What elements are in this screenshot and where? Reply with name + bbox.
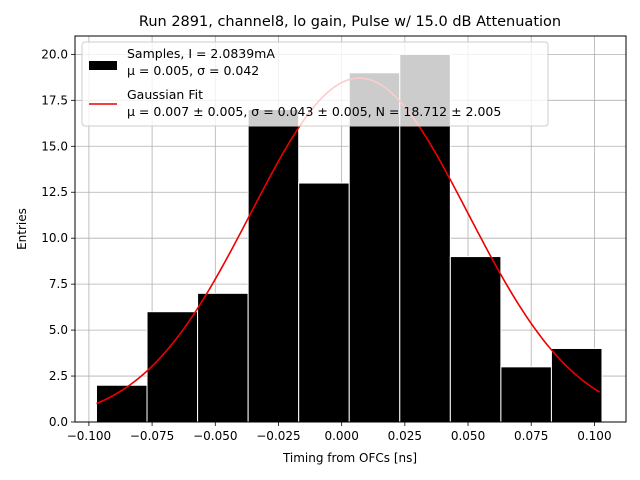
- legend-samples-line2: μ = 0.005, σ = 0.042: [127, 63, 259, 78]
- legend-samples-line1: Samples, I = 2.0839mA: [127, 46, 275, 61]
- y-tick-label: 17.5: [41, 93, 68, 107]
- y-tick-label: 15.0: [41, 139, 68, 153]
- x-tick-label: −0.075: [130, 429, 174, 443]
- y-tick-label: 2.5: [49, 369, 68, 383]
- y-tick-label: 5.0: [49, 323, 68, 337]
- x-tick-label: −0.050: [193, 429, 237, 443]
- histogram-bar: [298, 182, 350, 423]
- y-tick-label: 0.0: [49, 415, 68, 429]
- legend-fit-line1: Gaussian Fit: [127, 87, 203, 102]
- x-tick-label: −0.025: [256, 429, 300, 443]
- chart-title: Run 2891, channel8, lo gain, Pulse w/ 15…: [139, 14, 561, 30]
- y-axis-label: Entries: [15, 208, 29, 250]
- x-axis-label: Timing from OFCs [ns]: [282, 451, 417, 465]
- y-tick-label: 10.0: [41, 231, 68, 245]
- y-axis-ticks: 0.0 2.5 5.0 7.5 10.0 12.5 15.0 17.5 20.0: [41, 47, 75, 429]
- x-tick-label: 0.075: [514, 429, 548, 443]
- plot-frame: [74, 35, 627, 423]
- x-tick-label: 0.025: [388, 429, 422, 443]
- y-tick-label: 20.0: [41, 47, 68, 61]
- histogram-bar: [247, 109, 300, 423]
- histogram-bars: [95, 53, 603, 423]
- x-tick-label: 0.000: [324, 429, 358, 443]
- x-tick-label: −0.100: [67, 429, 111, 443]
- histogram-bar: [197, 292, 249, 423]
- x-tick-label: 0.050: [451, 429, 485, 443]
- legend-swatch-samples: [89, 61, 117, 70]
- legend-fit-line2: μ = 0.007 ± 0.005, σ = 0.043 ± 0.005, N …: [127, 104, 501, 119]
- histogram-bar: [500, 366, 552, 423]
- x-tick-label: 0.100: [577, 429, 611, 443]
- histogram-bar: [146, 311, 199, 423]
- legend-box: [81, 41, 549, 127]
- y-tick-label: 7.5: [49, 277, 68, 291]
- histogram-bar: [449, 256, 502, 423]
- y-tick-label: 12.5: [41, 185, 68, 199]
- x-axis-ticks: −0.100 −0.075 −0.050 −0.025 0.000 0.025 0.050 0…: [67, 422, 612, 443]
- legend: Samples, I = 2.0839mA μ = 0.005, σ = 0.0…: [81, 41, 549, 127]
